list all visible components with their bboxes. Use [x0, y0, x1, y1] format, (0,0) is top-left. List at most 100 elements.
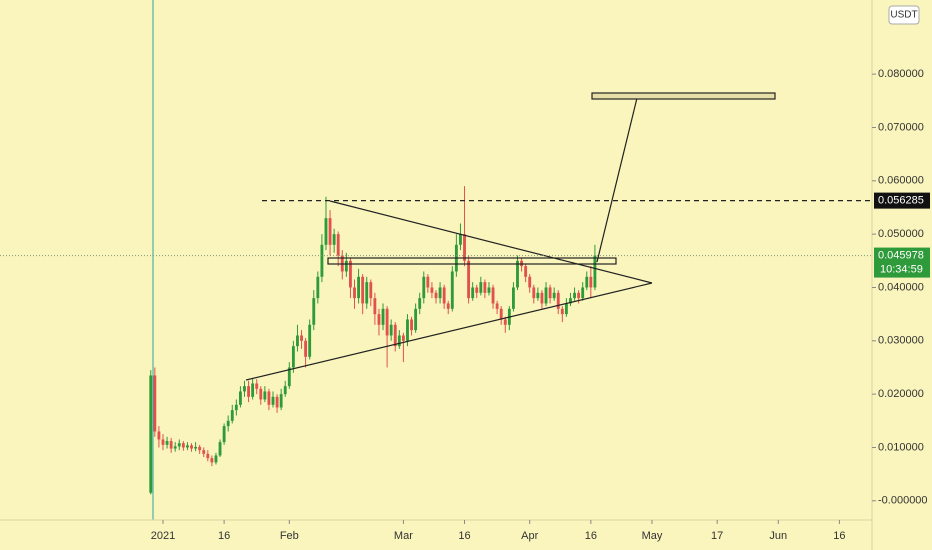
x-tick-label: Apr	[521, 530, 538, 542]
candle-body	[544, 287, 548, 304]
candle-body	[300, 335, 303, 341]
candle-body	[511, 287, 515, 309]
level-badge	[874, 192, 930, 209]
candle-body	[471, 287, 475, 299]
candle-body	[540, 292, 544, 304]
candle-body	[177, 443, 181, 447]
x-tick-label: 17	[711, 530, 723, 542]
candle-body	[173, 446, 177, 449]
price-badge	[874, 247, 930, 278]
y-tick-label: 0.060000	[878, 175, 924, 187]
candle-body	[210, 458, 214, 463]
x-tick-label: May	[642, 530, 663, 542]
candle-body	[532, 287, 536, 299]
y-tick-label: 0.070000	[878, 121, 924, 133]
candle-body	[503, 319, 507, 325]
candle-body	[186, 445, 189, 448]
x-tick-label: Jun	[769, 530, 787, 542]
candle-body	[479, 282, 483, 293]
y-tick-label: 0.010000	[878, 441, 924, 453]
trend-line	[245, 282, 653, 381]
candle-body	[283, 386, 287, 395]
candle-body	[149, 375, 153, 493]
candle-body	[296, 335, 299, 347]
candle-body	[259, 388, 263, 400]
candle-body	[169, 441, 173, 449]
x-tick-label: 16	[458, 530, 470, 542]
candle-body	[446, 303, 450, 309]
candle-body	[353, 287, 356, 299]
candle-body	[161, 439, 165, 445]
x-tick-label: 16	[585, 530, 597, 542]
candle-body	[369, 282, 373, 299]
candle-body	[426, 276, 430, 288]
candle-body	[450, 271, 454, 309]
candle-body	[459, 234, 462, 245]
currency-badge[interactable]	[888, 5, 920, 25]
candle-body	[589, 276, 593, 288]
candle-body	[569, 298, 572, 304]
target-box	[591, 92, 776, 100]
candle-body	[483, 282, 487, 293]
candle-body	[524, 266, 528, 277]
candle-body	[198, 446, 202, 451]
candle-body	[153, 375, 157, 432]
candle-body	[190, 445, 193, 449]
y-tick-label: 0.050000	[878, 228, 924, 240]
candle-body	[349, 260, 352, 288]
candle-body	[226, 420, 230, 427]
candle-body	[475, 287, 479, 293]
y-tick-label: 0.020000	[878, 388, 924, 400]
candle-body	[222, 426, 226, 443]
candle-body	[365, 282, 369, 304]
x-tick-label: 16	[833, 530, 845, 542]
candle-body	[332, 234, 336, 245]
projection-line	[596, 97, 638, 263]
candle-body	[328, 218, 332, 245]
candle-body	[218, 442, 222, 456]
candle-body	[271, 396, 275, 405]
candle-body	[304, 340, 308, 357]
candle-body	[214, 455, 218, 463]
candle-body	[418, 298, 422, 309]
candle-body	[564, 303, 568, 315]
candle-body	[267, 391, 271, 405]
trend-line	[329, 200, 653, 284]
currency-label: USDT	[890, 10, 917, 21]
candle-body	[573, 292, 576, 299]
candle-body	[548, 287, 552, 299]
candle-body	[463, 234, 466, 261]
candle-body	[291, 346, 295, 368]
candle-body	[287, 367, 291, 387]
candle-body	[316, 276, 320, 299]
candle-body	[556, 292, 560, 309]
candle-body	[397, 335, 401, 347]
candle-body	[528, 276, 532, 288]
candle-body	[357, 276, 361, 299]
candle-body	[585, 276, 589, 288]
candle-body	[243, 386, 246, 392]
level-label: 0.056285	[878, 195, 924, 207]
candle-body	[373, 298, 377, 315]
candle-body	[361, 276, 365, 304]
y-tick-label: 0.080000	[878, 68, 924, 80]
candle-body	[263, 391, 267, 400]
countdown-label: 10:34:59	[880, 263, 923, 275]
candle-body	[593, 255, 597, 288]
candle-body	[234, 404, 238, 411]
candle-body	[495, 303, 499, 309]
candle-body	[312, 298, 316, 325]
x-tick-label: Mar	[394, 530, 413, 542]
candle-body	[381, 308, 385, 325]
candle-body	[401, 335, 405, 341]
y-tick-label: -0.000000	[878, 495, 928, 507]
candle-body	[393, 324, 397, 347]
candle-body	[422, 276, 426, 299]
candle-body	[430, 287, 434, 293]
candle-body	[377, 314, 381, 325]
y-tick-label: 0.040000	[878, 281, 924, 293]
candle-body	[560, 308, 564, 315]
candle-body	[320, 244, 324, 277]
